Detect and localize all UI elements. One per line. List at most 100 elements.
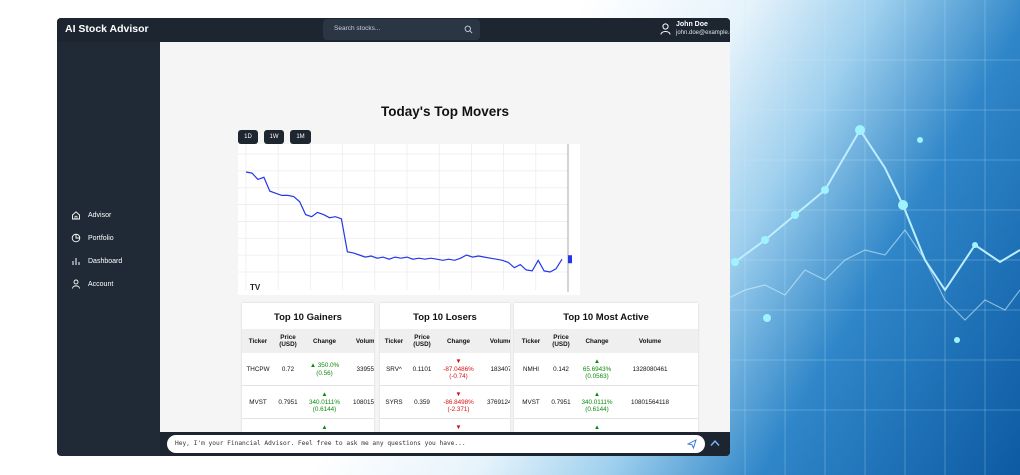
change-absolute: (-0.74): [449, 373, 468, 381]
cell-change: ▲ 32.0856% (0.006): [574, 419, 620, 432]
cell-volume: 183407: [490, 365, 510, 373]
col-volume: Volume: [489, 337, 510, 345]
sidebar-item-label: Portfolio: [88, 234, 114, 242]
change-percent: ▲ 350.0%: [309, 362, 340, 369]
gainers-title: Top 10 Gainers: [274, 312, 342, 323]
cell-price: 0.1101: [412, 365, 432, 373]
cell-change: ▼ -87.0486% (-0.74): [436, 353, 481, 386]
change-arrow: ▲: [321, 391, 328, 399]
cell-change: ▲ 350.0% (0.56): [302, 353, 347, 386]
cell-volume: 37691244: [486, 398, 510, 406]
range-button-1m[interactable]: 1M: [290, 130, 311, 144]
cell-volume: 378207073: [620, 419, 680, 433]
col-change: Change: [585, 337, 609, 345]
table-row[interactable]: MVST 0.7951 ▲ 340.0111% (0.6144) 1080156…: [242, 386, 374, 419]
gainers-header: Ticker Price (USD) Change Volume: [242, 329, 374, 353]
cell-price: 0.36: [408, 419, 436, 433]
cell-ticker: NKGNW: [242, 419, 274, 433]
cell-ticker: SRV^: [386, 365, 402, 373]
change-arrow: ▼: [455, 358, 462, 366]
col-ticker: Ticker: [384, 337, 404, 345]
range-button-1d[interactable]: 1D: [238, 130, 258, 144]
most-active-header: Ticker Price (USD) Change Volume: [514, 329, 698, 353]
sidebar-item-advisor[interactable]: Advisor: [71, 210, 111, 220]
app-title: AI Stock Advisor: [65, 23, 149, 35]
change-percent: -86.8498%: [443, 398, 474, 406]
table-row[interactable]: GCTK 0.36 ▼ -76.9231% (-1.2) 6142605: [380, 419, 510, 432]
price-line: [245, 171, 563, 273]
search-icon[interactable]: [464, 25, 473, 34]
user-email: john.doe@example.c: [676, 30, 730, 36]
sidebar-item-label: Dashboard: [88, 257, 123, 265]
send-icon[interactable]: [687, 439, 697, 449]
home-icon: [72, 211, 80, 220]
col-ticker: Ticker: [521, 337, 541, 345]
cell-ticker: GCTK: [380, 419, 408, 433]
table-row[interactable]: THCPW 0.72 ▲ 350.0% (0.56) 339556: [242, 353, 374, 386]
losers-title: Top 10 Losers: [413, 312, 477, 323]
change-percent: 340.0111%: [581, 398, 613, 406]
user-icon: [72, 279, 80, 289]
cell-volume: 1328080461: [632, 365, 668, 373]
cell-change: ▲ 340.0111% (0.6144): [574, 386, 620, 419]
change-absolute: (-2.371): [447, 406, 470, 414]
change-absolute: (0.0563): [585, 373, 609, 381]
cell-change: ▲ 340.0111% (0.6144): [302, 386, 347, 419]
bar-chart-icon: [72, 258, 80, 265]
table-row[interactable]: MVST 0.7951 ▲ 340.0111% (0.6144) 1080156…: [514, 386, 698, 419]
pie-chart-icon: [71, 233, 81, 243]
change-percent: -87.0486%: [443, 365, 474, 373]
cell-price: 0.142: [553, 365, 569, 373]
sidebar-item-label: Account: [88, 280, 114, 288]
chevron-up-icon[interactable]: [710, 439, 720, 447]
search-input[interactable]: Search stocks...: [334, 25, 381, 32]
col-change: Change: [312, 337, 337, 345]
change-absolute: (0.6144): [585, 406, 609, 414]
cell-ticker: ELAB: [514, 419, 548, 433]
cell-volume: 6142605: [481, 419, 510, 433]
sidebar-item-dashboard[interactable]: Dashboard: [71, 256, 122, 266]
change-arrow: ▼: [455, 424, 462, 432]
change-percent: 65.6943%: [582, 365, 612, 373]
table-row[interactable]: SYRS 0.359 ▼ -86.8498% (-2.371) 37691244: [380, 386, 510, 419]
cell-price: 0.7951: [278, 398, 298, 406]
cell-ticker: MVST: [249, 398, 267, 406]
table-row[interactable]: NKGNW 0.087 ▲ 250.8065% (0.0622) 5402: [242, 419, 374, 432]
chat-bar: Hey, I'm your Financial Advisor. Feel fr…: [160, 432, 730, 456]
last-price-marker: [568, 255, 572, 264]
cell-ticker: NMHI: [522, 365, 540, 373]
change-percent: 340.0111%: [309, 398, 340, 406]
range-button-1w[interactable]: 1W: [264, 130, 284, 144]
sidebar-item-account[interactable]: Account: [71, 279, 113, 289]
col-change: Change: [446, 337, 471, 345]
price-chart[interactable]: TV: [238, 144, 580, 295]
user-avatar-icon[interactable]: [660, 23, 671, 35]
search-box[interactable]: Search stocks...: [323, 19, 480, 40]
cell-price: 0.7951: [551, 398, 571, 406]
table-row[interactable]: SRV^ 0.1101 ▼ -87.0486% (-0.74) 183407: [380, 353, 510, 386]
change-arrow: ▼: [455, 391, 462, 399]
main-content: Today's Top Movers 1D 1W 1M TV Top 10 Ga…: [160, 42, 730, 432]
price-chart-svg: [238, 144, 572, 292]
app-window: AI Stock Advisor Search stocks... John D…: [57, 18, 730, 456]
cell-volume: 10801564118: [630, 398, 670, 406]
sidebar-item-portfolio[interactable]: Portfolio: [71, 233, 114, 243]
cell-change: ▲ 250.8065% (0.0622): [302, 419, 347, 432]
change-arrow: ▲: [593, 391, 601, 399]
cell-change: ▼ -86.8498% (-2.371): [436, 386, 481, 419]
col-volume: Volume: [355, 337, 374, 345]
cell-ticker: MVST: [522, 398, 540, 406]
cell-price: 0.72: [281, 365, 295, 373]
cell-volume: 5402: [347, 419, 374, 433]
losers-card: Top 10 Losers Ticker Price (USD) Change …: [380, 303, 510, 432]
change-arrow: ▲: [593, 358, 601, 366]
table-row[interactable]: NMHI 0.142 ▲ 65.6943% (0.0563) 132808046…: [514, 353, 698, 386]
chat-input[interactable]: Hey, I'm your Financial Advisor. Feel fr…: [167, 435, 705, 453]
col-price: Price (USD): [279, 334, 297, 348]
table-row[interactable]: ELAB 0.0247 ▲ 32.0856% (0.006) 378207073: [514, 419, 698, 432]
chat-placeholder: Hey, I'm your Financial Advisor. Feel fr…: [175, 440, 466, 447]
change-arrow: ▲: [321, 424, 328, 432]
cell-price: 0.359: [414, 398, 430, 406]
most-active-title: Top 10 Most Active: [563, 312, 649, 323]
change-absolute: (0.6144): [312, 406, 337, 414]
